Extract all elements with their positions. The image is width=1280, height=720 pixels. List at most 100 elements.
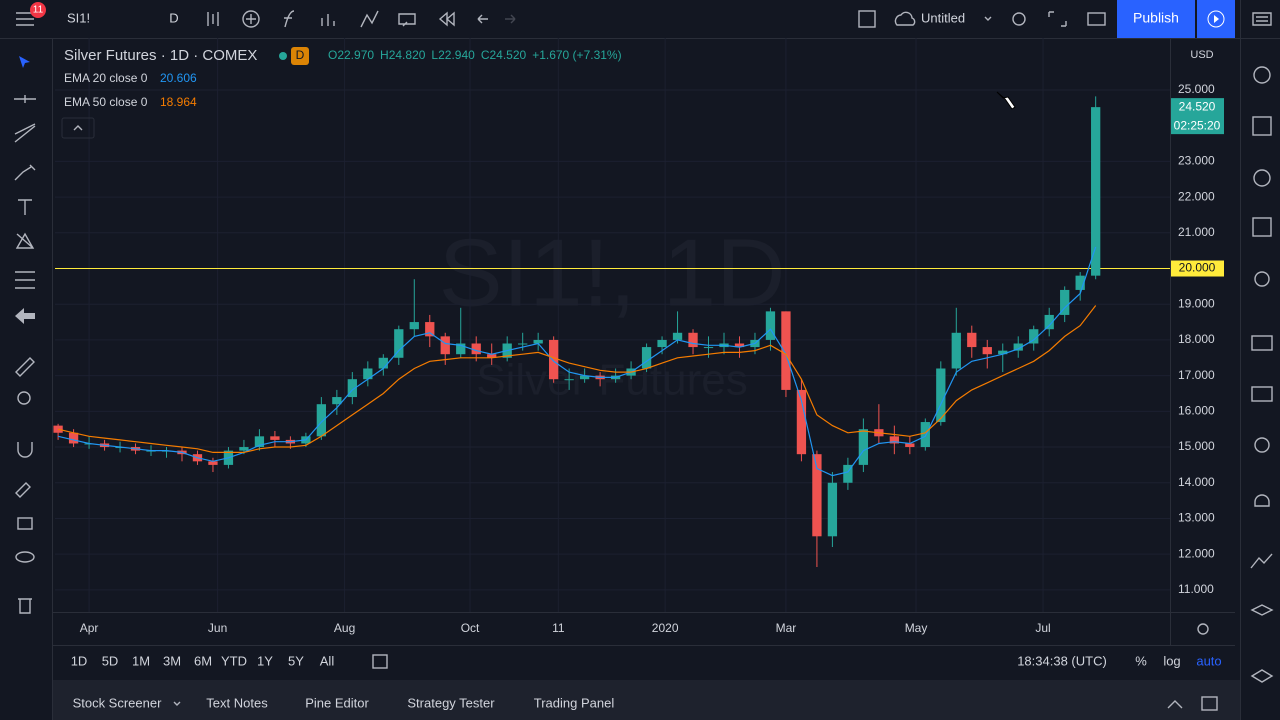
candle-body [579,375,590,380]
candle-body [781,311,791,390]
dom-icon[interactable] [1250,553,1273,569]
text-tool[interactable] [18,199,32,215]
y-tick-label: 19.000 [1178,296,1215,310]
settings-icon[interactable] [1012,12,1026,26]
templates-icon[interactable] [360,10,379,28]
range-button[interactable]: 6M [194,653,212,668]
top-toolbar: 11 SI1! D Untitled Publish [0,0,1280,39]
line-tool[interactable] [14,95,36,103]
help-icon[interactable] [1254,437,1270,453]
ruler-tool[interactable] [15,357,35,377]
notifications-icon[interactable] [1254,494,1270,507]
fullscreen-icon[interactable] [1048,11,1067,27]
legend-entry: EMA 20 close 0 [64,71,148,85]
collapse-button[interactable] [61,117,95,139]
trash-tool[interactable] [18,598,32,614]
x-tick-label: 11 [552,621,565,635]
layers-icon-2[interactable] [1250,669,1274,683]
candle-body [378,357,388,369]
chart-type-icon[interactable] [207,12,219,26]
candle-body [564,379,574,381]
badge-label: D [296,48,305,62]
candle-body [936,368,946,423]
percent-toggle[interactable]: % [1135,653,1147,668]
y-tick-label: 13.000 [1178,511,1215,525]
stay-drawing-tool[interactable] [15,482,31,498]
right-sidebar [1240,0,1274,720]
alerts-icon[interactable] [1253,66,1271,84]
layout-name[interactable]: Untitled [921,10,965,25]
panel-tab[interactable]: Trading Panel [534,695,615,710]
log-toggle[interactable]: log [1163,653,1180,668]
lock-tool[interactable] [17,517,33,530]
x-tick-label: Mar [776,621,797,635]
replay-icon[interactable] [438,11,455,27]
clock: 18:34:38 (UTC) [1017,653,1107,668]
candle-body [347,379,357,398]
range-button[interactable]: 5D [102,653,119,668]
messages-icon[interactable] [1251,386,1273,402]
watchlist-icon[interactable] [1252,12,1272,26]
panel-maximize[interactable] [1201,696,1218,711]
axis-settings-icon[interactable] [1197,623,1209,635]
candle-body [456,343,466,355]
range-button[interactable]: YTD [221,653,247,668]
range-button[interactable]: All [320,653,335,668]
zoom-tool[interactable] [17,391,31,405]
candle-body [905,443,915,448]
hotlist-icon[interactable] [1253,169,1271,187]
ohlc-value: L22.940 [431,48,475,62]
x-tick-label: Jul [1035,621,1050,635]
publish-button[interactable] [1117,0,1195,38]
cloud-icon[interactable] [894,11,916,26]
left-toolbar [14,38,53,720]
snapshot-icon[interactable] [1087,12,1106,26]
compare-icon[interactable] [242,10,260,28]
data-icon[interactable] [1252,217,1272,237]
chat-icon[interactable] [1251,335,1273,351]
candle-body [812,454,822,537]
hide-tool[interactable] [15,551,35,563]
badge [291,47,309,65]
panel-tab[interactable]: Strategy Tester [407,695,495,710]
interval[interactable]: D [169,10,178,25]
auto-toggle[interactable]: auto [1196,653,1221,668]
ohlc-value: C24.520 [481,48,527,62]
candle-body [208,461,218,465]
candle-body [425,322,435,337]
range-button[interactable]: 1D [71,653,88,668]
layers-icon[interactable] [1250,604,1274,616]
legend-value: 18.964 [160,95,197,109]
candle-body [765,311,776,340]
fib-tool[interactable] [14,123,36,143]
undo-icon[interactable] [477,14,488,24]
alert-icon[interactable] [398,13,416,27]
pattern-tool[interactable] [15,232,35,249]
symbol[interactable]: SI1! [67,10,90,25]
brush-tool[interactable] [14,164,36,181]
calendar-icon[interactable] [1252,116,1272,136]
candle-body [951,332,961,369]
redo-icon[interactable] [505,14,516,24]
range-button[interactable]: 1M [132,653,150,668]
back-tool[interactable] [15,308,35,324]
candle-body [533,339,543,344]
indicators-icon[interactable] [284,10,295,28]
range-button[interactable]: 1Y [257,653,273,668]
panel-collapse[interactable] [1167,700,1183,709]
layout-icon[interactable] [858,10,876,28]
range-button[interactable]: 3M [163,653,181,668]
cursor-tool[interactable] [19,56,30,68]
financials-icon[interactable] [321,14,335,26]
panel-tab[interactable]: Text Notes [206,695,268,710]
panel-tab[interactable]: Pine Editor [305,695,369,710]
prediction-tool[interactable] [15,271,35,289]
range-button[interactable]: 5Y [288,653,304,668]
magnet-tool[interactable] [17,442,33,458]
y-tick-label: 23.000 [1178,154,1215,168]
date-range-icon[interactable] [372,654,388,669]
panel-tab[interactable]: Stock Screener [73,695,163,710]
ideas-icon[interactable] [1254,271,1270,287]
